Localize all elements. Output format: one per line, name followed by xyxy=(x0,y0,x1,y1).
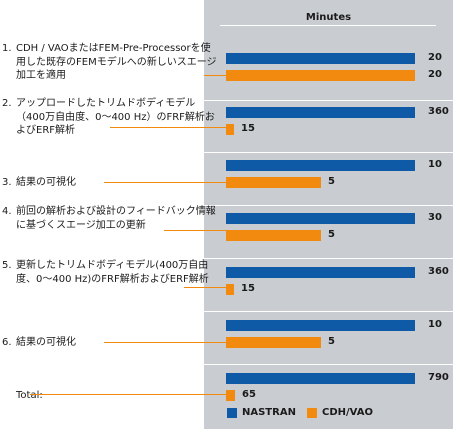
task-number: 5. xyxy=(2,260,12,271)
legend-swatch-cdh xyxy=(307,408,317,418)
row-separator xyxy=(204,100,453,101)
leader-line xyxy=(164,230,226,231)
bar-nastran xyxy=(226,320,415,331)
task-number: 4. xyxy=(2,206,12,217)
row-separator xyxy=(204,205,453,206)
data-label-cdh-vao: 5 xyxy=(328,176,335,187)
data-label-nastran: 790 xyxy=(428,372,449,383)
row-separator xyxy=(204,364,453,365)
bar-nastran xyxy=(226,373,415,384)
data-label-nastran: 20 xyxy=(428,52,442,63)
task-number: 3. xyxy=(2,177,12,188)
data-label-cdh-vao: 15 xyxy=(241,283,255,294)
row-separator xyxy=(204,152,453,153)
data-label-nastran: 360 xyxy=(428,106,449,117)
data-label-cdh-vao: 15 xyxy=(241,123,255,134)
bar-nastran xyxy=(226,53,415,64)
legend-label-nastran: NASTRAN xyxy=(242,407,296,418)
leader-line xyxy=(104,182,226,183)
task-text: アップロードしたトリムドボディモデル（400万自由度、0～400 Hz）のFRF… xyxy=(16,98,215,136)
row-separator xyxy=(204,311,453,312)
bar-cdh-vao xyxy=(226,230,321,241)
leader-line xyxy=(104,342,226,343)
task-text: 結果の可視化 xyxy=(16,337,76,348)
bar-nastran xyxy=(226,160,415,171)
row-separator xyxy=(204,258,453,259)
data-label-nastran: 30 xyxy=(428,212,442,223)
bar-nastran xyxy=(226,267,415,278)
task-text: 更新したトリムドボディモデル(400万自由度、0～400 Hz)のFRF解析およ… xyxy=(16,260,209,285)
data-label-cdh-vao: 65 xyxy=(242,389,256,400)
task-text: Total: xyxy=(16,390,43,401)
leader-line xyxy=(30,394,226,395)
bar-nastran xyxy=(226,107,415,118)
task-label: 3. 結果の可視化 xyxy=(2,176,217,190)
task-label: 6. 結果の可視化 xyxy=(2,336,217,350)
bar-cdh-vao xyxy=(226,284,234,295)
legend-label-cdh: CDH/VAO xyxy=(322,407,373,418)
task-number: 6. xyxy=(2,337,12,348)
bar-cdh-vao xyxy=(226,177,321,188)
task-number: 1. xyxy=(2,43,12,54)
task-text: CDH / VAOまたはFEM-Pre-Processorを使用した既存のFEM… xyxy=(16,43,217,81)
task-number xyxy=(2,389,16,403)
bar-cdh-vao xyxy=(226,70,415,81)
bar-nastran xyxy=(226,213,415,224)
task-label: 2. アップロードしたトリムドボディモデル（400万自由度、0～400 Hz）のF… xyxy=(2,97,217,138)
leader-line xyxy=(110,127,226,128)
task-label: Total: xyxy=(2,389,217,403)
bar-cdh-vao xyxy=(226,337,321,348)
header-rule xyxy=(220,25,436,26)
data-label-cdh-vao: 5 xyxy=(328,336,335,347)
data-label-nastran: 10 xyxy=(428,159,442,170)
data-label-nastran: 360 xyxy=(428,266,449,277)
leader-line xyxy=(184,287,226,288)
data-label-cdh-vao: 5 xyxy=(328,229,335,240)
leader-line xyxy=(204,75,226,76)
data-label-nastran: 10 xyxy=(428,319,442,330)
task-text: 前回の解析および設計のフィードバック情報に基づくスエージ加工の更新 xyxy=(16,206,216,231)
task-label: 1. CDH / VAOまたはFEM-Pre-Processorを使用した既存のF… xyxy=(2,42,217,83)
task-label: 4. 前回の解析および設計のフィードバック情報に基づくスエージ加工の更新 xyxy=(2,205,217,232)
task-number: 2. xyxy=(2,98,12,109)
data-label-cdh-vao: 20 xyxy=(428,69,442,80)
legend-swatch-nastran xyxy=(227,408,237,418)
bar-cdh-vao xyxy=(226,390,235,401)
minutes-header: Minutes xyxy=(305,12,352,23)
task-label: 5. 更新したトリムドボディモデル(400万自由度、0～400 Hz)のFRF解析… xyxy=(2,259,217,286)
task-text: 結果の可視化 xyxy=(16,177,76,188)
bar-cdh-vao xyxy=(226,124,234,135)
